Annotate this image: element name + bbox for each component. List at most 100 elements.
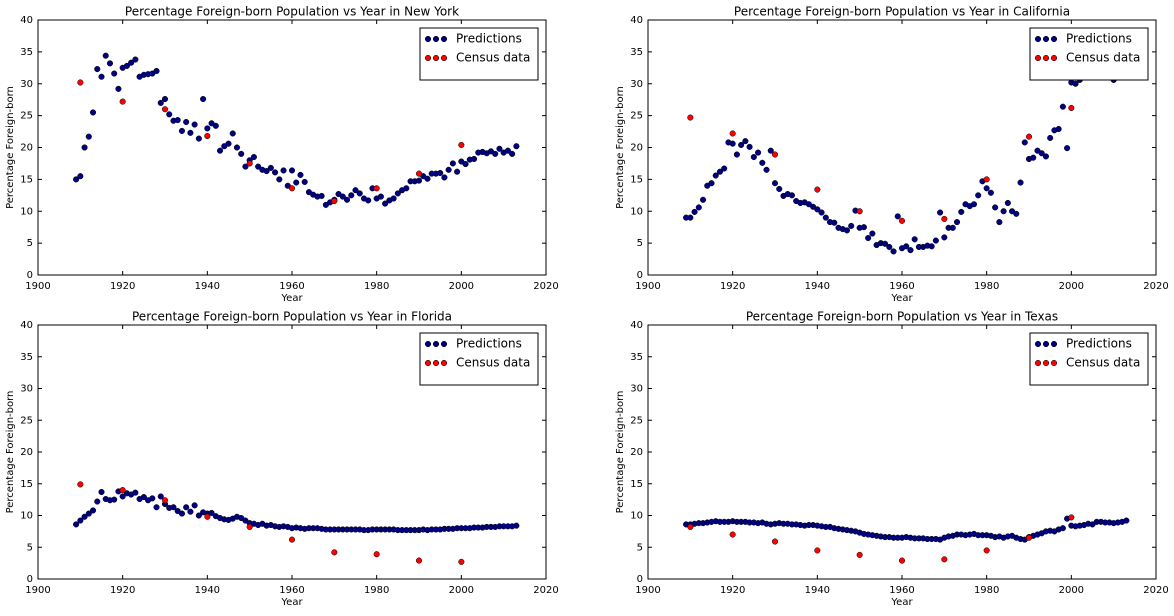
y-tick-label: 35 [20,352,33,363]
point [140,494,147,501]
point [161,497,169,504]
legend-marker [1050,340,1058,348]
y-tick-label: 0 [637,270,643,281]
point [297,171,304,178]
point [157,493,164,500]
point [907,247,914,254]
point [415,170,423,177]
point [174,117,181,124]
point [365,197,372,204]
legend-marker [424,54,432,62]
point [115,85,122,92]
point [424,175,431,182]
y-tick-label: 25 [20,111,33,122]
point [513,143,520,150]
y-tick-label: 5 [637,542,643,553]
point [331,198,338,205]
chart-title: Percentage Foreign-born Population vs Ye… [734,5,1070,19]
point [1055,125,1062,133]
legend-label: Census data [1066,356,1140,370]
point [356,190,363,197]
point [403,185,410,192]
legend-marker [440,54,448,62]
x-tick-label: 1940 [805,281,830,292]
legend-label: Predictions [1066,337,1132,351]
legend-marker [1050,35,1058,43]
point [687,523,694,530]
y-tick-label: 15 [20,174,33,185]
point [81,513,88,520]
point [869,230,876,237]
point [1068,514,1075,521]
point [441,174,448,181]
point [394,190,401,197]
y-tick-label: 25 [630,111,643,122]
point [195,135,202,142]
point [318,192,325,199]
point [276,176,283,183]
point [903,243,910,250]
point [123,62,130,69]
y-tick-label: 35 [630,352,643,363]
x-tick-label: 1980 [974,585,999,596]
legend: Predictions Census data [1029,27,1149,81]
point [191,502,198,509]
point [187,129,194,136]
y-tick-label: 30 [630,384,643,395]
y-tick-label: 15 [630,174,643,185]
point [288,536,296,543]
legend-marker [1034,359,1042,367]
point [102,52,109,59]
point [729,140,736,147]
point [958,208,965,215]
x-tick-label: 1940 [805,585,830,596]
point [953,219,961,226]
y-tick-label: 25 [630,415,643,426]
y-tick-label: 20 [630,143,643,154]
y-tick-label: 25 [20,415,33,426]
x-axis-label: Year [280,597,303,608]
legend-marker [424,35,432,43]
point [238,150,245,157]
x-axis-label: Year [890,293,913,304]
point [153,67,160,75]
legend-box [1029,332,1149,386]
point [106,60,114,67]
point [911,236,918,243]
x-tick-label: 2000 [449,281,474,292]
point [204,132,211,140]
point [742,138,749,145]
point [293,179,300,186]
point [814,206,821,213]
point [449,160,456,167]
point [331,549,338,556]
point [856,551,863,558]
point [987,189,994,196]
chart-title: Percentage Foreign-born Population vs Ye… [746,310,1058,324]
legend-marker [1034,54,1042,62]
point [856,208,863,215]
point [204,513,211,520]
x-tick-label: 1960 [279,585,304,596]
point [267,164,274,171]
x-axis-label: Year [280,293,303,304]
legend-marker [424,340,432,348]
point [246,160,253,167]
x-tick-label: 1900 [25,281,50,292]
x-tick-label: 2020 [533,281,558,292]
legend: Predictions Census data [1029,332,1149,386]
point [77,481,84,488]
point [195,512,202,519]
legend-marker [424,359,432,367]
legend-marker [1042,340,1050,348]
point [191,121,198,128]
point [301,178,308,185]
legend-marker [1042,359,1050,367]
point [898,217,906,224]
x-tick-label: 1920 [720,281,745,292]
legend-label: Predictions [1066,32,1132,46]
point [132,56,139,63]
y-tick-label: 10 [630,511,643,522]
y-tick-label: 15 [630,479,643,490]
